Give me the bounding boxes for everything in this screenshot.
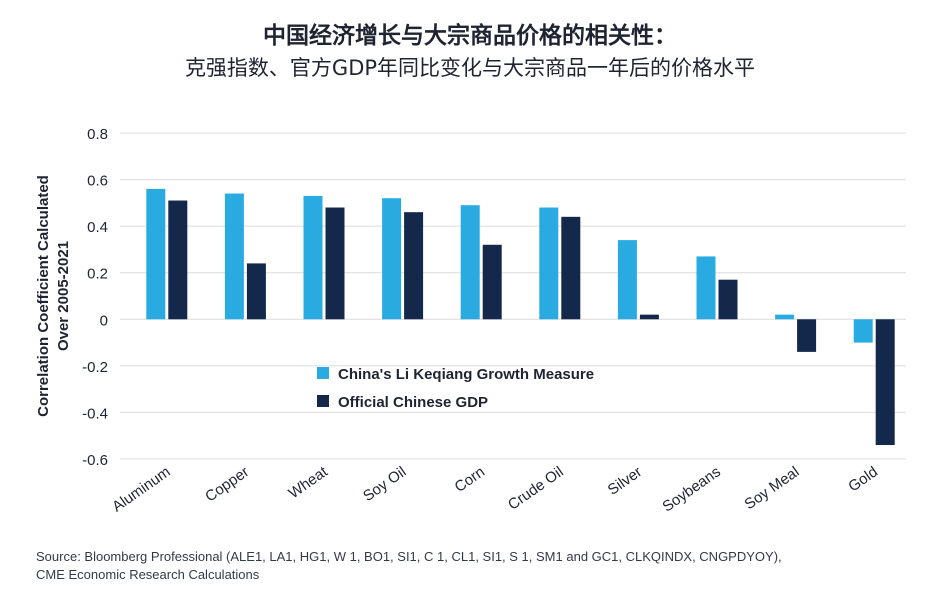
bar-li-keqiang — [382, 198, 402, 320]
source-line-2: CME Economic Research Calculations — [36, 567, 260, 582]
y-axis-label: Correlation Coefficient Calculated Over 2… — [35, 175, 72, 417]
bar-li-keqiang — [539, 207, 559, 320]
bar-official-gdp — [561, 216, 581, 320]
bar-official-gdp — [639, 314, 659, 320]
legend-swatch — [317, 367, 329, 379]
bar-li-keqiang — [696, 256, 716, 320]
bar-li-keqiang — [224, 193, 244, 320]
bar-official-gdp — [718, 279, 738, 320]
y-tick-label: 0.8 — [87, 126, 108, 143]
bar-li-keqiang — [853, 319, 873, 343]
x-tick-label: Aluminum — [109, 463, 173, 515]
x-tick-label: Soy Oil — [360, 463, 409, 505]
x-tick-label: Soy Meal — [741, 463, 802, 513]
x-tick-label: Corn — [452, 463, 488, 496]
bar-official-gdp — [797, 319, 817, 352]
bar-official-gdp — [325, 207, 345, 320]
y-tick-label: 0.4 — [87, 219, 108, 236]
x-tick-label: Gold — [845, 463, 881, 495]
y-tick-label: 0.6 — [87, 173, 108, 190]
source-line-1: Source: Bloomberg Professional (ALE1, LA… — [36, 549, 782, 564]
bar-official-gdp — [404, 212, 424, 320]
legend-swatch — [317, 395, 329, 407]
chart-title: 中国经济增长与大宗商品价格的相关性： — [263, 23, 677, 49]
y-tick-label: 0 — [100, 312, 108, 329]
chart-subtitle: 克强指数、官方GDP年同比变化与大宗商品一年后的价格水平 — [184, 56, 756, 80]
x-tick-label: Silver — [605, 463, 645, 498]
bar-official-gdp — [482, 244, 502, 320]
source-note: Source: Bloomberg Professional (ALE1, LA… — [36, 548, 782, 584]
bar-li-keqiang — [775, 314, 795, 320]
y-axis-label-line: Correlation Coefficient Calculated — [35, 175, 52, 417]
bar-li-keqiang — [146, 188, 166, 320]
x-tick-label: Soybeans — [659, 463, 723, 515]
y-tick-label: -0.4 — [82, 405, 108, 422]
bar-li-keqiang — [460, 205, 480, 320]
bar-li-keqiang — [303, 195, 323, 320]
bar-official-gdp — [875, 319, 895, 446]
legend-label: China's Li Keqiang Growth Measure — [338, 366, 594, 383]
legend-label: Official Chinese GDP — [338, 394, 488, 411]
x-tick-label: Wheat — [286, 463, 332, 502]
bar-li-keqiang — [617, 240, 637, 320]
x-tick-label: Crude Oil — [505, 463, 567, 513]
y-tick-label: 0.2 — [87, 266, 108, 283]
x-tick-label: Copper — [202, 463, 252, 505]
y-tick-label: -0.2 — [82, 359, 108, 376]
bar-official-gdp — [246, 263, 266, 320]
bar-official-gdp — [168, 200, 188, 320]
y-axis-label-line: Over 2005-2021 — [55, 241, 72, 351]
y-tick-label: -0.6 — [82, 452, 108, 469]
